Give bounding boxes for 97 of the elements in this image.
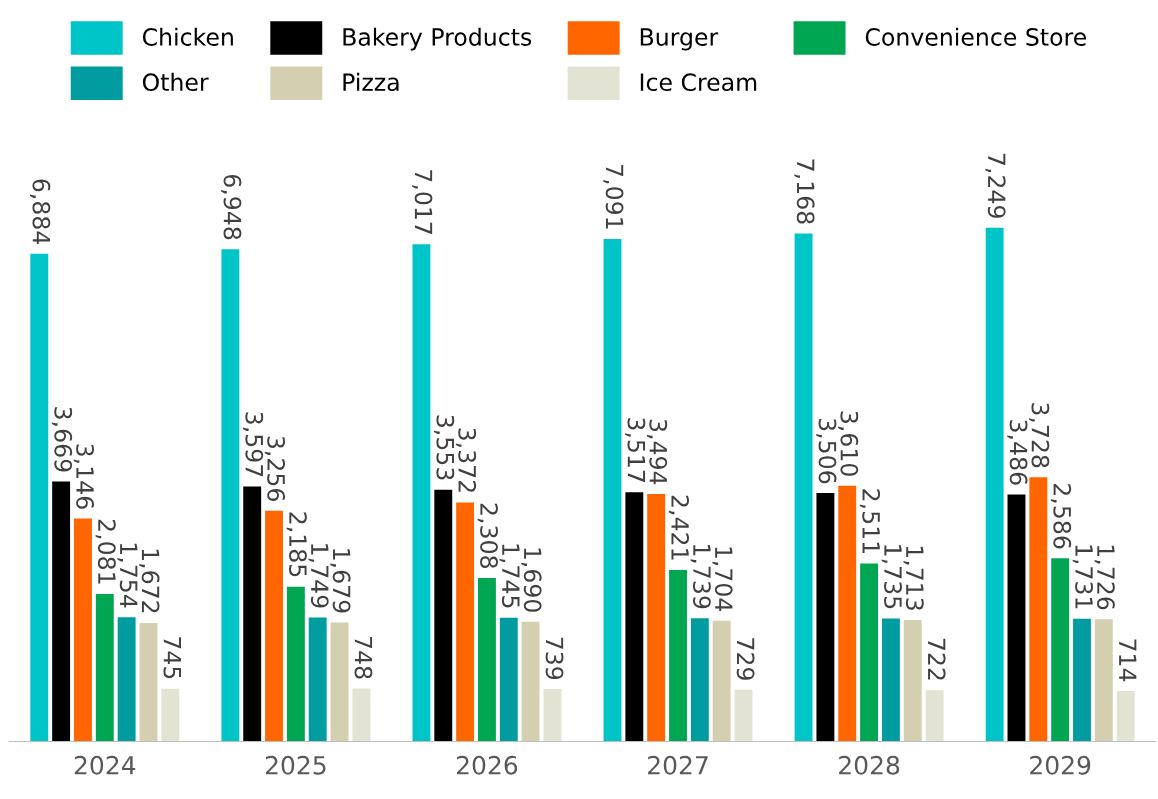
bar [330,622,349,742]
bar [30,253,49,742]
bar [221,249,240,742]
data-label: 7,091 [603,165,624,229]
data-label: 3,597 [242,412,264,477]
bar [161,688,180,742]
data-label: 748 [354,637,373,679]
bar [734,689,753,742]
data-label: 6,948 [221,174,242,240]
bar [1094,619,1113,742]
data-label: 1,739 [690,544,711,609]
bar [243,486,262,742]
bar [74,518,92,742]
bar [690,618,709,742]
bar [860,563,879,742]
x-tick-label: 2025 [265,755,326,775]
data-label: 1,731 [1072,545,1093,609]
bar [647,493,666,742]
data-label: 3,728 [1029,403,1050,468]
data-label: 714 [1119,639,1137,682]
bar [794,233,813,742]
bar [1007,494,1026,742]
bar [543,689,562,742]
data-label: 745 [163,637,182,679]
data-label: 722 [928,638,946,680]
legend-label: Bakery Products [343,27,532,51]
data-label: 6,884 [30,179,51,245]
bar [95,594,114,742]
data-label: 3,256 [264,436,286,501]
data-label: 2,081 [95,519,116,584]
bar [925,690,944,742]
data-label: 3,553 [434,415,455,480]
bar [881,618,900,742]
data-label: 3,506 [816,418,837,484]
bar [352,688,371,742]
data-label: 1,735 [881,545,902,609]
bar [456,502,475,742]
legend-label: Burger [640,28,719,51]
bar [286,586,305,742]
data-label: 1,745 [499,544,520,608]
data-label: 1,672 [139,549,160,613]
bar [52,481,71,742]
data-label: 7,168 [794,159,815,224]
bar [903,620,922,742]
bar [603,239,622,742]
data-label: 1,690 [521,548,542,612]
x-tick-label: 2029 [1030,755,1091,775]
bar [669,569,687,742]
legend-label: Ice Cream [640,73,757,92]
bar [521,621,540,742]
data-label: 739 [545,637,564,680]
data-label: 1,713 [903,546,924,610]
bar [1073,618,1091,742]
data-label: 1,754 [117,543,138,608]
data-label: 1,749 [308,544,329,608]
data-label: 2,308 [477,503,498,568]
bar [1051,558,1070,742]
data-label: 3,610 [837,411,859,476]
data-label: 3,669 [51,407,73,472]
data-label: 1,726 [1094,545,1115,610]
legend-label: Pizza [343,72,399,92]
bar [1029,477,1048,742]
bar [985,227,1004,742]
bar [139,623,158,742]
x-tick-label: 2028 [839,755,900,775]
bar [712,620,731,742]
data-label: 3,486 [1007,420,1028,485]
data-label: 2,586 [1050,484,1072,549]
x-tick-label: 2027 [648,755,708,775]
bar [434,489,453,742]
bar [117,617,136,742]
legend-label: Convenience Store [865,27,1086,46]
bar [265,510,283,742]
data-label: 7,017 [412,170,433,234]
data-label: 3,494 [646,419,668,485]
bar [477,577,496,742]
bar [1116,690,1135,742]
bar [499,617,518,742]
bar [838,485,857,742]
data-label: 1,704 [712,547,733,612]
data-label: 7,249 [985,153,1006,218]
bar [816,493,835,742]
data-label: 729 [736,638,755,680]
x-tick-label: 2026 [456,755,518,775]
bar [625,492,644,742]
x-tick-label: 2024 [74,755,136,775]
data-label: 2,185 [286,512,307,577]
data-label: 3,372 [455,428,477,492]
data-label: 3,146 [73,444,94,509]
data-label: 2,421 [668,495,690,560]
legend-label: Other [142,72,209,92]
legend-label: Chicken [142,27,233,46]
bar [308,617,327,742]
data-label: 2,511 [859,489,881,554]
bar [412,244,431,742]
data-label: 3,517 [625,418,646,482]
data-label: 1,679 [330,549,351,613]
